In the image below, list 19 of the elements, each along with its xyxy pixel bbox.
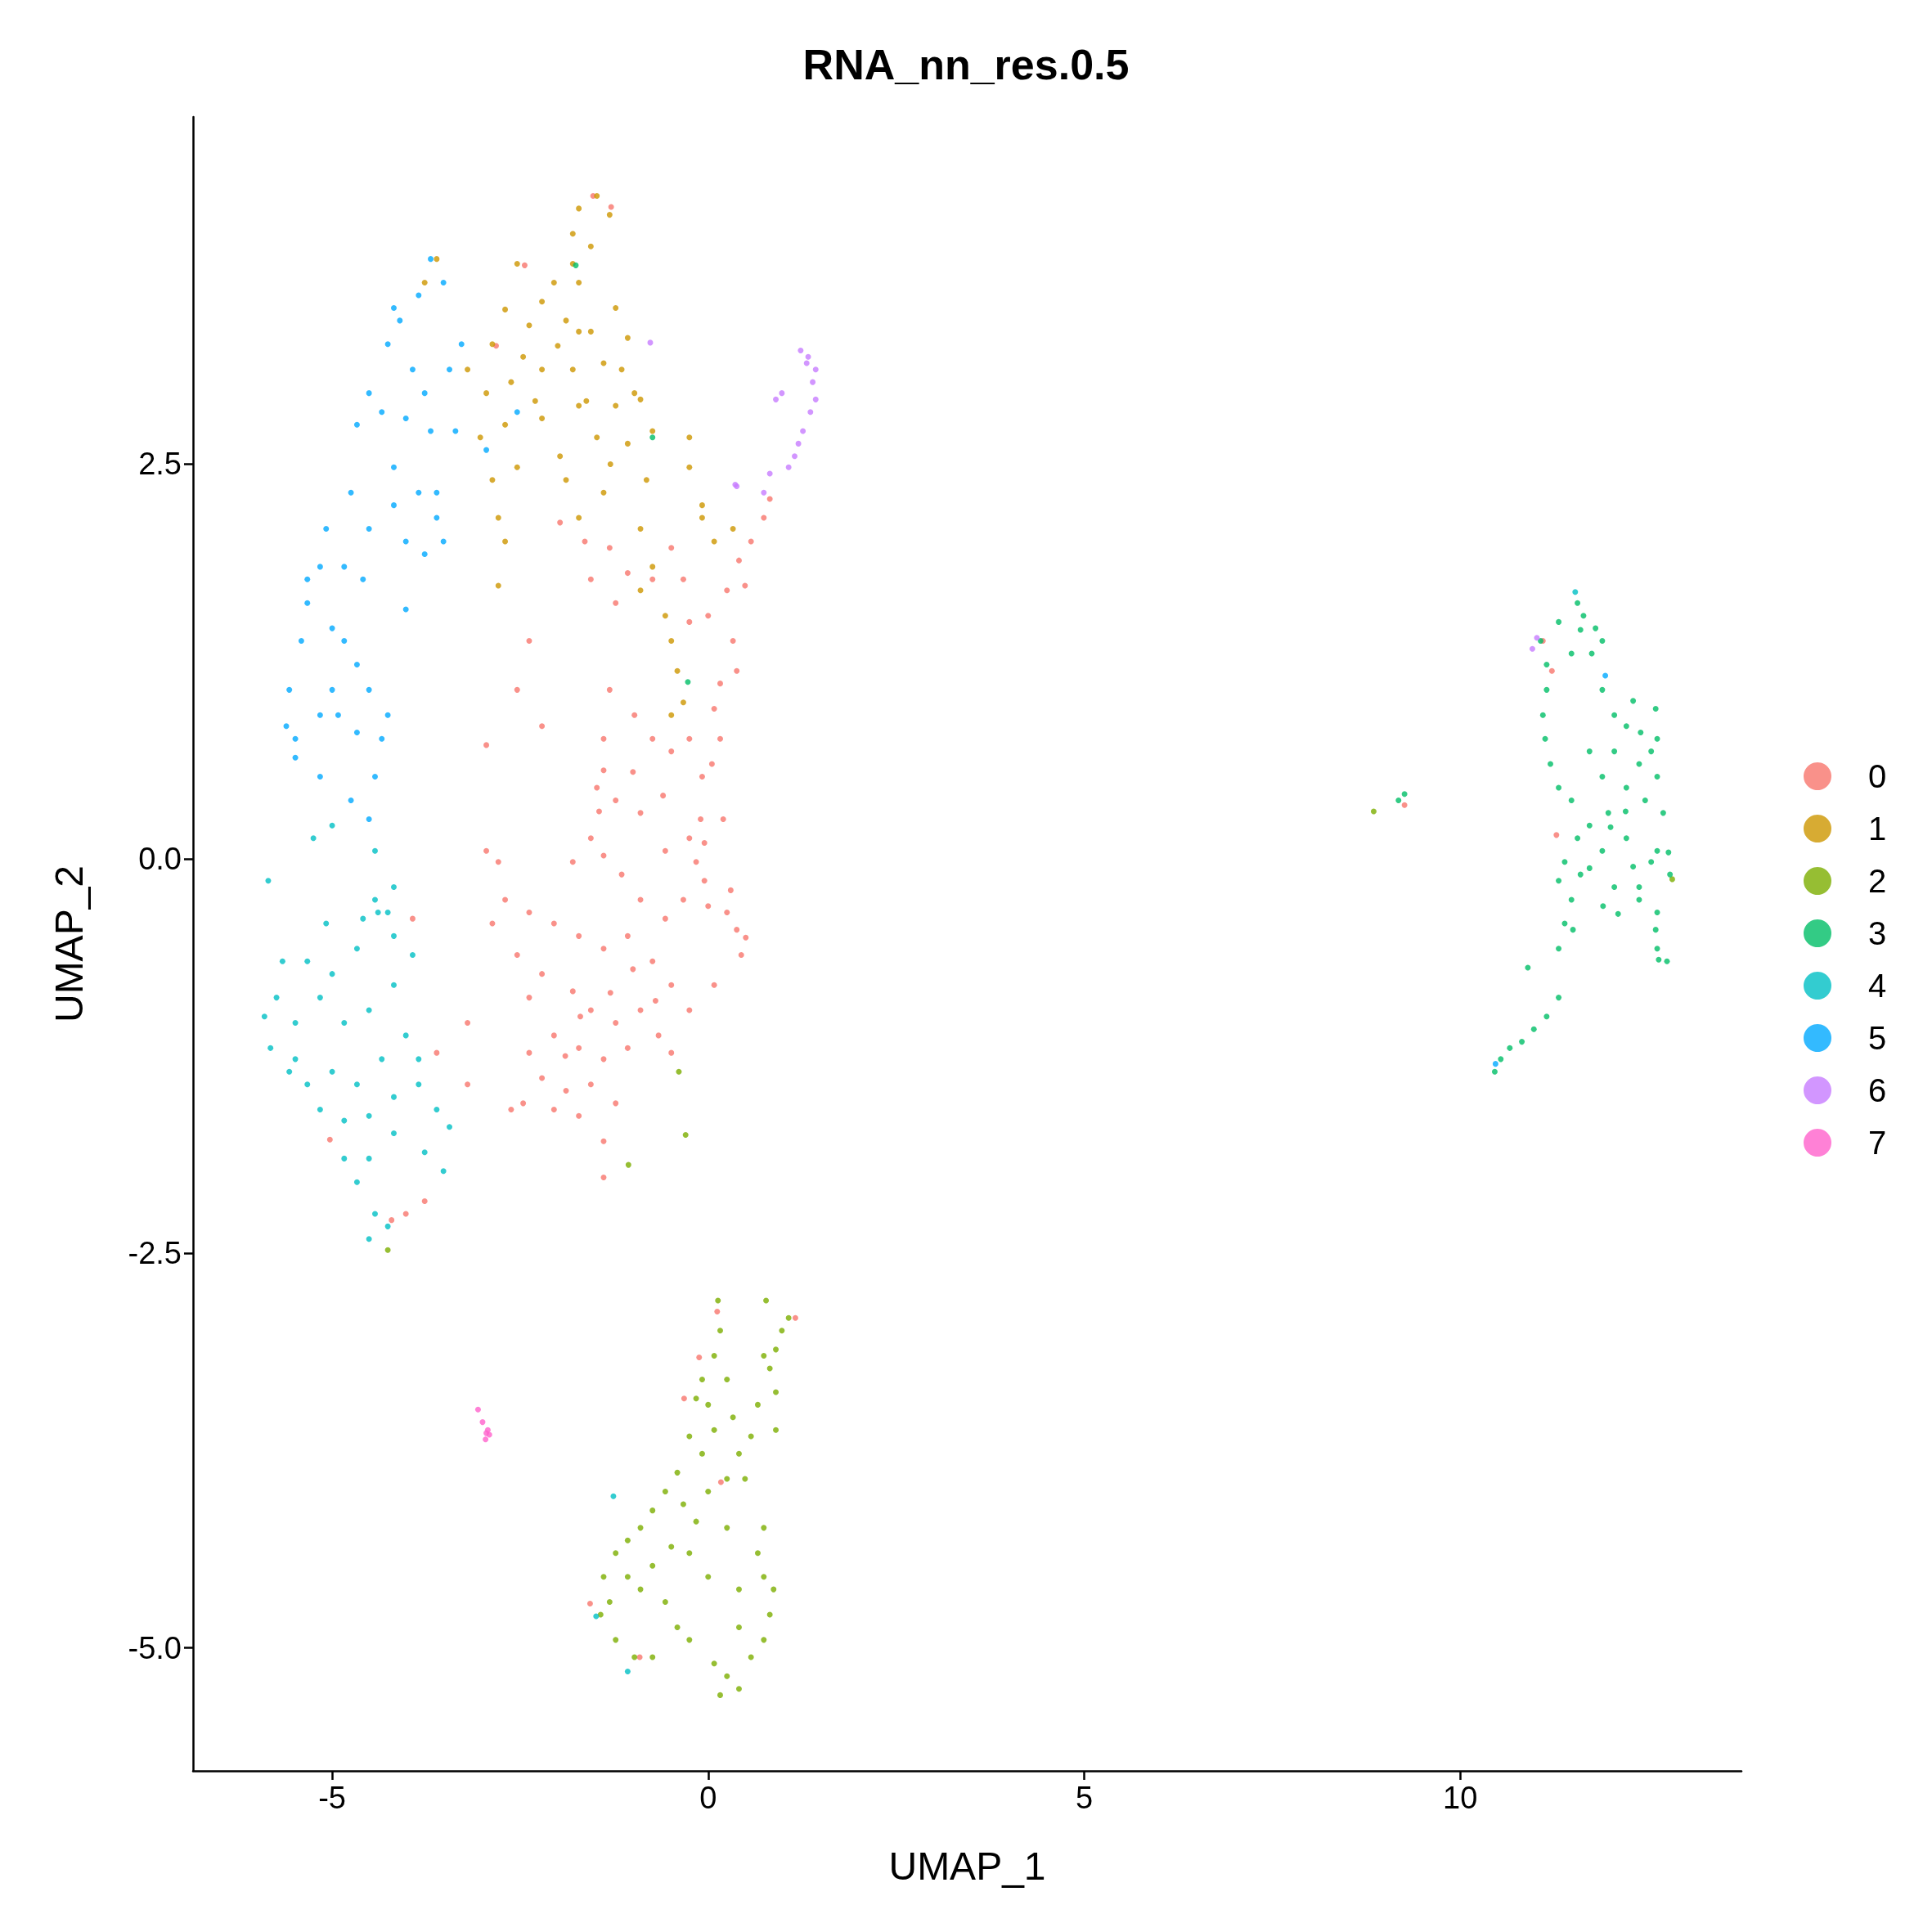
legend-label: 4 [1868,968,1887,1004]
x-tick-label: 10 [1443,1781,1478,1815]
x-axis-title: UMAP_1 [888,1844,1046,1888]
x-tick-label: -5 [318,1781,346,1815]
legend-label: 7 [1868,1125,1887,1161]
y-tick-label: 0.0 [138,841,182,876]
legend-label: 2 [1868,863,1887,899]
x-tick-label: 0 [699,1781,717,1815]
y-axis-title: UMAP_2 [47,865,91,1023]
legend-label: 3 [1868,915,1887,951]
legend-label: 1 [1868,811,1887,847]
chart-title: RNA_nn_res.0.5 [802,41,1130,88]
legend-label: 0 [1868,758,1887,794]
legend-label: 5 [1868,1020,1887,1056]
legend-label: 6 [1868,1072,1887,1108]
y-tick-label: -2.5 [128,1236,182,1271]
x-tick-label: 5 [1075,1781,1094,1815]
y-tick-label: -5.0 [128,1630,182,1665]
y-tick-label: 2.5 [138,447,182,482]
